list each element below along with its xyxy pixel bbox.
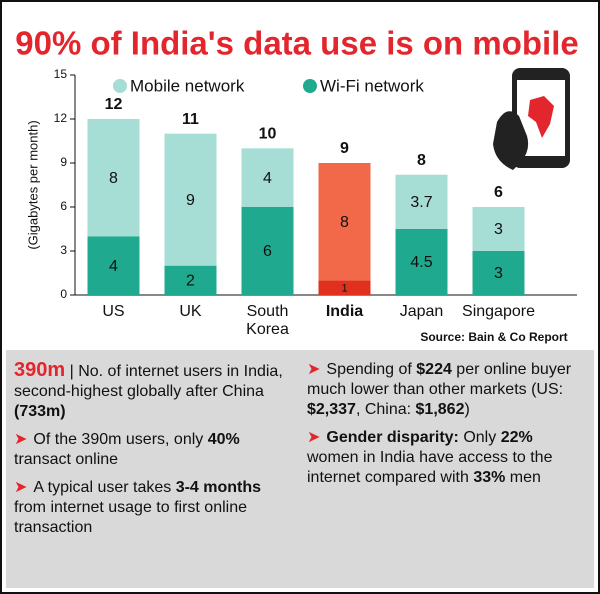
value-label: 9	[186, 192, 195, 209]
value-label: 2	[186, 273, 195, 290]
x-tick-label: UK	[179, 303, 202, 320]
bar-segment	[395, 174, 448, 229]
legend-swatch	[113, 79, 127, 93]
y-tick-label: 0	[60, 287, 67, 301]
bar-segment	[87, 119, 140, 237]
bar-segment	[318, 163, 371, 281]
fact: 390m | No. of internet users in India, s…	[14, 360, 293, 422]
fact-bold: $1,862	[415, 401, 465, 418]
x-tick-label: South Korea	[246, 303, 289, 338]
value-label: 3	[494, 221, 503, 238]
chart-title: 90% of India's data use is on mobile	[15, 25, 578, 62]
total-label: 12	[105, 96, 123, 113]
value-label: 8	[340, 214, 349, 231]
facts-column: Spending of $224 per online buyer much l…	[307, 360, 586, 578]
legend-label: Wi-Fi network	[320, 76, 424, 95]
value-label: 4	[263, 170, 272, 187]
bar-segment	[472, 207, 525, 251]
facts-column: 390m | No. of internet users in India, s…	[14, 360, 293, 578]
total-label: 9	[340, 140, 349, 157]
fact-bold: (733m)	[14, 403, 66, 420]
fact: Spending of $224 per online buyer much l…	[307, 360, 586, 420]
fact-text: women in India have access to the intern…	[307, 449, 553, 486]
x-tick-label: US	[102, 303, 125, 320]
fact-text: , China:	[355, 401, 416, 418]
fact-text: from internet usage to first online tran…	[14, 499, 248, 536]
bar-segment	[164, 265, 217, 295]
total-label: 6	[494, 184, 503, 201]
fact-text: A typical user takes	[33, 479, 176, 496]
x-tick-label: Japan	[399, 303, 444, 320]
fact: Gender disparity: Only 22% women in Indi…	[307, 428, 586, 488]
fact-bold: $224	[416, 361, 452, 378]
fact-text: | No. of internet users in India, second…	[14, 363, 283, 400]
y-tick-label: 12	[54, 111, 68, 125]
source: Source: Bain & Co Report	[420, 330, 567, 344]
value-label: 6	[263, 243, 272, 260]
legend-label: Mobile network	[130, 76, 245, 95]
fact-text: )	[464, 401, 470, 418]
bar-segment	[318, 280, 371, 295]
chart: 90% of India's data use is on mobile (Gi…	[15, 25, 578, 344]
fact: A typical user takes 3-4 months from int…	[14, 478, 293, 538]
fact-bold: Gender disparity:	[326, 429, 459, 446]
fact-bold: 40%	[207, 431, 240, 448]
total-label: 8	[417, 152, 426, 169]
fact-bold: $2,337	[307, 401, 356, 418]
value-label: 4.5	[410, 254, 432, 271]
value-label: 4	[109, 258, 118, 275]
fact-text: men	[505, 469, 541, 486]
fact-bold: 22%	[500, 429, 533, 446]
y-tick-label: 9	[60, 155, 67, 169]
legend-swatch	[303, 79, 317, 93]
y-tick-label: 3	[60, 243, 67, 257]
fact-lead: 390m	[14, 359, 66, 381]
fact-text: Spending of	[326, 361, 417, 378]
y-axis-label: (Gigabytes per month)	[25, 120, 40, 249]
y-tick-label: 6	[60, 199, 67, 213]
facts-panel: 390m | No. of internet users in India, s…	[6, 350, 594, 588]
x-tick-label: India	[325, 303, 364, 320]
bar-segment	[241, 207, 294, 295]
total-label: 10	[259, 126, 277, 143]
value-label: 3.7	[410, 194, 432, 211]
fact-bold: 33%	[473, 469, 506, 486]
bar-segment	[395, 229, 448, 295]
x-tick-label: Singapore	[462, 303, 535, 320]
total-label: 11	[182, 111, 199, 128]
fact-text: transact online	[14, 451, 119, 468]
y-tick-label: 15	[54, 67, 68, 81]
fact-text: Only	[458, 429, 501, 446]
fact-text: Of the 390m users, only	[33, 431, 208, 448]
value-label: 8	[109, 170, 118, 187]
bar-segment	[241, 148, 294, 207]
bar-segment	[472, 251, 525, 295]
bar-segment	[164, 133, 217, 266]
fact: Of the 390m users, only 40% transact onl…	[14, 430, 293, 470]
value-label: 3	[494, 265, 503, 282]
phone-icon	[493, 68, 570, 170]
value-label: 1	[341, 283, 347, 295]
fact-bold: 3-4 months	[175, 479, 262, 496]
fact-text: per online buyer much lower than other m…	[307, 361, 572, 398]
bar-segment	[87, 236, 140, 295]
